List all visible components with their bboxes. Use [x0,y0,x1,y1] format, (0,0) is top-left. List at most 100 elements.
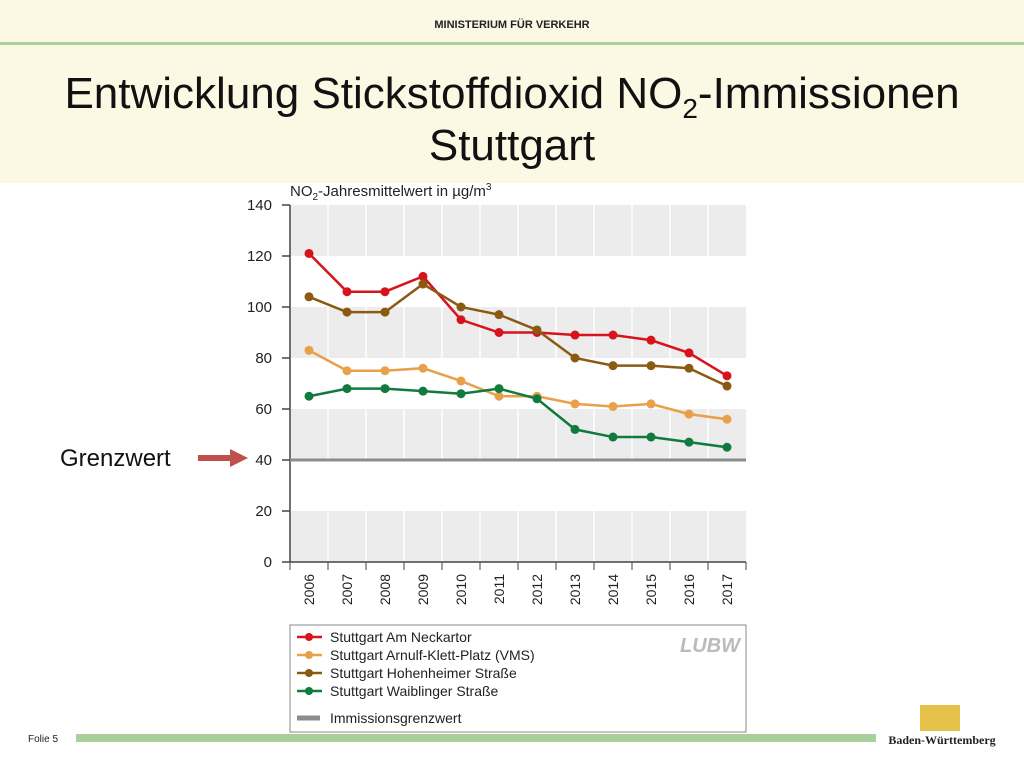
title-line2: Stuttgart [429,121,595,170]
data-point [456,315,466,325]
data-point [570,399,580,409]
data-point [684,348,694,358]
data-point [646,335,656,345]
data-point [418,279,428,289]
coat-of-arms [920,705,960,731]
x-tick-label: 2012 [529,574,545,605]
data-point [494,328,504,337]
data-point [608,330,618,340]
x-tick-label: 2013 [567,574,583,605]
data-point [342,307,352,317]
title-part: Entwicklung Stickstoffdioxid NO [64,69,682,118]
slide-number: Folie 5 [28,734,58,745]
data-point [646,399,656,409]
data-point [684,409,694,419]
x-tick-label: 2006 [301,574,317,605]
data-point [304,248,314,258]
data-point [722,414,732,424]
legend-label: Stuttgart Hohenheimer Straße [330,665,517,681]
series-line [308,349,728,421]
x-tick-label: 2008 [377,574,393,605]
footer-bar [76,734,876,742]
legend-label: Stuttgart Am Neckartor [330,629,472,645]
x-tick-label: 2014 [605,574,621,605]
annotation: Grenzwert [60,445,171,472]
data-point [684,437,694,447]
x-tick-label: 2015 [643,574,659,605]
data-point [570,353,580,363]
data-point [456,376,466,386]
y-tick-label: 20 [255,503,272,520]
data-point [304,345,314,355]
series-line [308,282,728,388]
legend-marker [305,669,313,677]
title-sub: 2 [682,93,698,124]
data-point [418,271,428,281]
data-point [646,432,656,442]
data-point [722,381,732,391]
data-point [722,442,732,452]
legend-marker [305,633,313,641]
title: Entwicklung Stickstoffdioxid NO2-Immissi… [64,69,959,124]
x-tick-label: 2017 [719,574,735,605]
legend-box [289,624,747,733]
data-point [342,287,352,297]
data-point [532,325,542,335]
data-point [304,292,314,302]
data-point [494,310,504,320]
y-tick-label: 40 [255,452,272,469]
arrow-head [230,449,248,467]
label-part: NO [290,183,313,200]
legend-label: Stuttgart Waiblinger Straße [330,683,499,699]
legend-marker [305,687,313,695]
y-tick-label: 80 [255,350,272,367]
legend-label: Stuttgart Arnulf-Klett-Platz (VMS) [330,647,535,663]
data-point [532,394,542,404]
y-tick-label: 100 [247,299,272,316]
data-point [646,361,656,371]
x-tick-label: 2009 [415,574,431,605]
x-tick-label: 2007 [339,574,355,605]
data-point [418,386,428,396]
data-point [418,363,428,373]
series-line [308,252,728,377]
data-point [570,424,580,434]
header-rule [0,42,1024,45]
x-tick-label: 2011 [491,574,507,604]
data-point [456,302,466,312]
series-line [308,387,728,449]
y-tick-label: 0 [264,554,272,571]
y-tick-label: 60 [255,401,272,418]
data-point [608,401,618,411]
legend-marker [305,651,313,659]
data-point [570,330,580,340]
data-point [304,391,314,401]
data-point [608,432,618,442]
logo: LUBW [680,635,742,657]
data-point [494,391,504,401]
y-tick-label: 120 [247,248,272,265]
data-point [456,389,466,399]
x-tick-label: 2016 [681,574,697,605]
title-part: -Immissionen [698,69,960,118]
data-point [380,287,390,297]
label-sub: 2 [313,192,319,203]
legend-label: Immissionsgrenzwert [330,710,462,726]
data-point [380,307,390,317]
x-tick-label: 2010 [453,574,469,605]
data-point [494,384,504,394]
header-band [0,0,1024,183]
data-point [342,384,352,394]
y-axis-label: NO2-Jahresmittelwert in µg/m3 [290,182,492,203]
y-tick-label: 140 [247,197,272,214]
label-sup: 3 [486,182,492,193]
label-part: -Jahresmittelwert in µg/m [318,183,486,200]
data-point [722,371,732,381]
data-point [380,366,390,376]
state: Baden-Württemberg [888,733,995,747]
data-point [342,366,352,376]
data-point [608,361,618,371]
data-point [380,384,390,394]
data-point [684,363,694,373]
